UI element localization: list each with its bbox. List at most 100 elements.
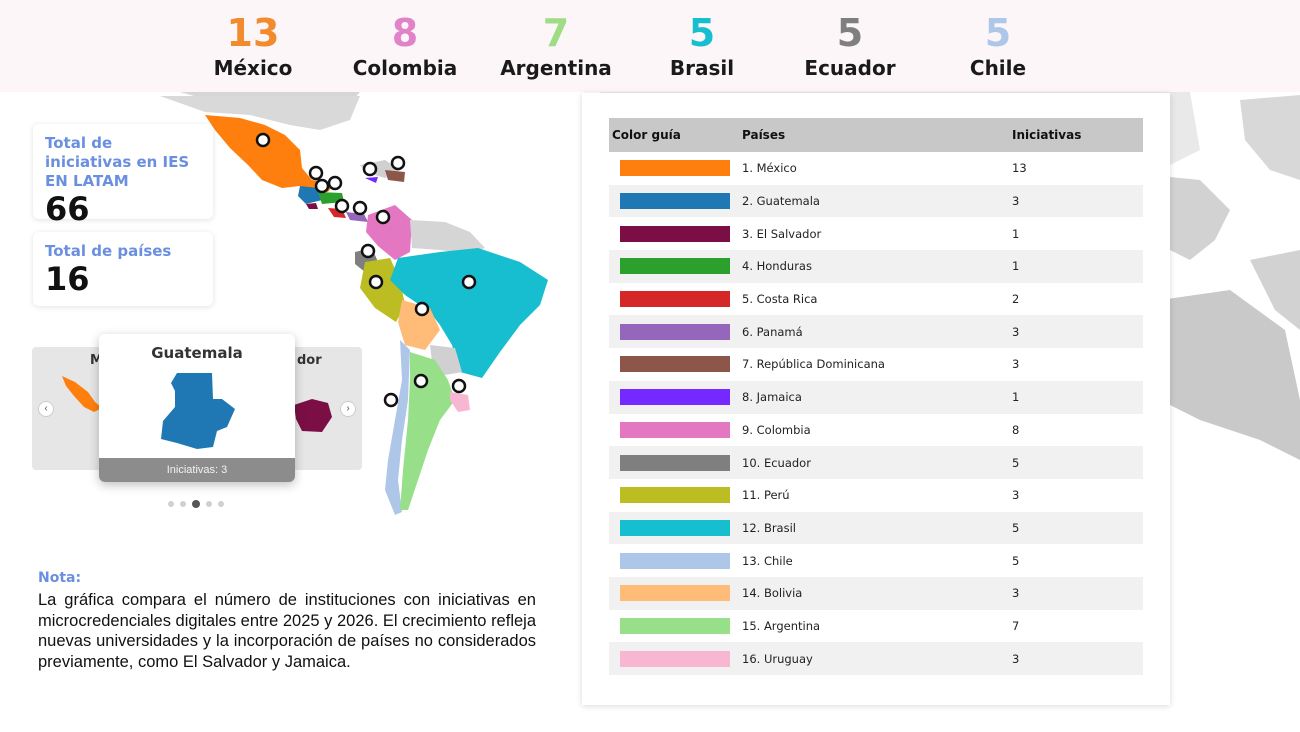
initiatives-cell: 5 <box>1009 544 1143 577</box>
table-row: 11. Perú 3 <box>609 478 1143 512</box>
country-cell: 6. Panamá <box>739 315 1009 349</box>
initiatives-cell: 3 <box>1009 348 1143 381</box>
table-row: 13. Chile 5 <box>609 544 1143 577</box>
stat-value: 5 <box>688 11 716 55</box>
color-swatch <box>620 585 730 602</box>
header-color-guide: Color guía <box>609 118 739 152</box>
table-header-row: Color guía Países Iniciativas <box>609 118 1143 152</box>
country-cell: 4. Honduras <box>739 250 1009 283</box>
stat-country: Brasil <box>669 56 735 80</box>
color-cell <box>609 413 739 447</box>
carousel-dot-3[interactable] <box>192 499 200 508</box>
color-cell <box>609 217 739 251</box>
total-countries-card: Total de países 16 <box>33 232 213 306</box>
carousel-next-button[interactable]: › <box>340 401 356 417</box>
header-initiatives: Iniciativas <box>1009 118 1143 152</box>
total-initiatives-card: Total de iniciativas en IES EN LATAM 66 <box>33 124 213 227</box>
initiatives-cell: 3 <box>1009 315 1143 349</box>
color-cell <box>609 380 739 414</box>
carousel-dot-4[interactable] <box>206 500 212 507</box>
carousel-next-label: dor <box>297 353 322 368</box>
stat-chile: 5 Chile <box>923 10 1073 80</box>
slide-title: Guatemala <box>151 344 243 362</box>
initiatives-cell: 3 <box>1009 576 1143 610</box>
table-row: 10. Ecuador 5 <box>609 446 1143 479</box>
color-swatch <box>620 650 730 667</box>
table-row: 6. Panamá 3 <box>609 315 1143 349</box>
carousel-active-slide[interactable]: Guatemala Iniciativas: 3 <box>99 334 295 482</box>
initiatives-cell: 1 <box>1009 250 1143 283</box>
total-initiatives-label: Total de iniciativas en IES EN LATAM <box>45 134 190 190</box>
initiatives-cell: 2 <box>1009 282 1143 316</box>
country-cell: 16. Uruguay <box>739 642 1009 675</box>
table-row: 16. Uruguay 3 <box>609 642 1143 675</box>
carousel-dot-1[interactable] <box>168 500 174 507</box>
color-swatch <box>620 519 730 536</box>
stat-country: Chile <box>969 56 1027 80</box>
color-swatch <box>620 160 730 177</box>
color-cell <box>609 184 739 218</box>
stat-country: Argentina <box>500 56 612 80</box>
color-cell <box>609 282 739 316</box>
carousel-dot-5[interactable] <box>218 500 224 507</box>
initiatives-cell: 1 <box>1009 380 1143 414</box>
legend-table-panel: Color guía Países Iniciativas 1. México 1… <box>582 93 1170 705</box>
color-cell <box>609 152 739 185</box>
table-row: 7. República Dominicana 3 <box>609 348 1143 381</box>
table-row: 5. Costa Rica 2 <box>609 282 1143 316</box>
header-countries: Países <box>739 118 1009 152</box>
country-cell: 1. México <box>739 152 1009 185</box>
initiatives-cell: 13 <box>1009 152 1143 185</box>
color-cell <box>609 478 739 512</box>
country-cell: 11. Perú <box>739 478 1009 512</box>
latam-map <box>160 96 548 515</box>
stat-value: 13 <box>226 11 280 55</box>
stat-ecuador: 5 Ecuador <box>775 10 925 80</box>
color-cell <box>609 446 739 479</box>
country-cell: 8. Jamaica <box>739 380 1009 414</box>
table-row: 1. México 13 <box>609 152 1143 185</box>
initiatives-cell: 3 <box>1009 478 1143 512</box>
total-countries-label: Total de países <box>45 242 172 260</box>
stat-value: 8 <box>391 11 419 55</box>
color-swatch <box>620 617 730 634</box>
stat-value: 5 <box>984 11 1012 55</box>
total-countries-value: 16 <box>45 260 90 298</box>
color-cell <box>609 642 739 675</box>
country-cell: 7. República Dominicana <box>739 348 1009 381</box>
country-cell: 9. Colombia <box>739 413 1009 447</box>
chevron-right-icon: › <box>346 403 350 414</box>
total-initiatives-value: 66 <box>45 190 90 228</box>
color-cell <box>609 576 739 610</box>
guatemala-shape-icon <box>161 373 235 449</box>
country-cell: 2. Guatemala <box>739 184 1009 218</box>
color-swatch <box>620 421 730 438</box>
carousel-dot-2[interactable] <box>180 500 186 507</box>
table-row: 15. Argentina 7 <box>609 609 1143 643</box>
color-swatch <box>620 225 730 242</box>
initiatives-cell: 3 <box>1009 184 1143 218</box>
carousel-prev-button[interactable]: ‹ <box>38 401 54 417</box>
table-row: 2. Guatemala 3 <box>609 184 1143 218</box>
legend-table-body: 1. México 13 2. Guatemala 3 3. El Salvador 1 4… <box>609 152 1143 675</box>
color-cell <box>609 511 739 545</box>
stat-value: 5 <box>836 11 864 55</box>
initiatives-cell: 3 <box>1009 642 1143 675</box>
stat-country: Ecuador <box>804 56 896 80</box>
country-cell: 10. Ecuador <box>739 446 1009 479</box>
color-swatch <box>620 291 730 308</box>
stat-country: Colombia <box>352 56 458 80</box>
table-row: 4. Honduras 1 <box>609 250 1143 283</box>
color-cell <box>609 609 739 643</box>
slide-footer: Iniciativas: 3 <box>99 458 295 482</box>
initiatives-cell: 7 <box>1009 609 1143 643</box>
color-swatch <box>620 487 730 504</box>
color-swatch <box>620 258 730 275</box>
stat-brasil: 5 Brasil <box>627 10 777 80</box>
color-cell <box>609 348 739 381</box>
table-row: 14. Bolivia 3 <box>609 576 1143 610</box>
color-swatch <box>620 356 730 373</box>
country-cell: 3. El Salvador <box>739 217 1009 251</box>
carousel-pagination <box>168 495 230 508</box>
mexico-shape-icon <box>62 376 102 412</box>
